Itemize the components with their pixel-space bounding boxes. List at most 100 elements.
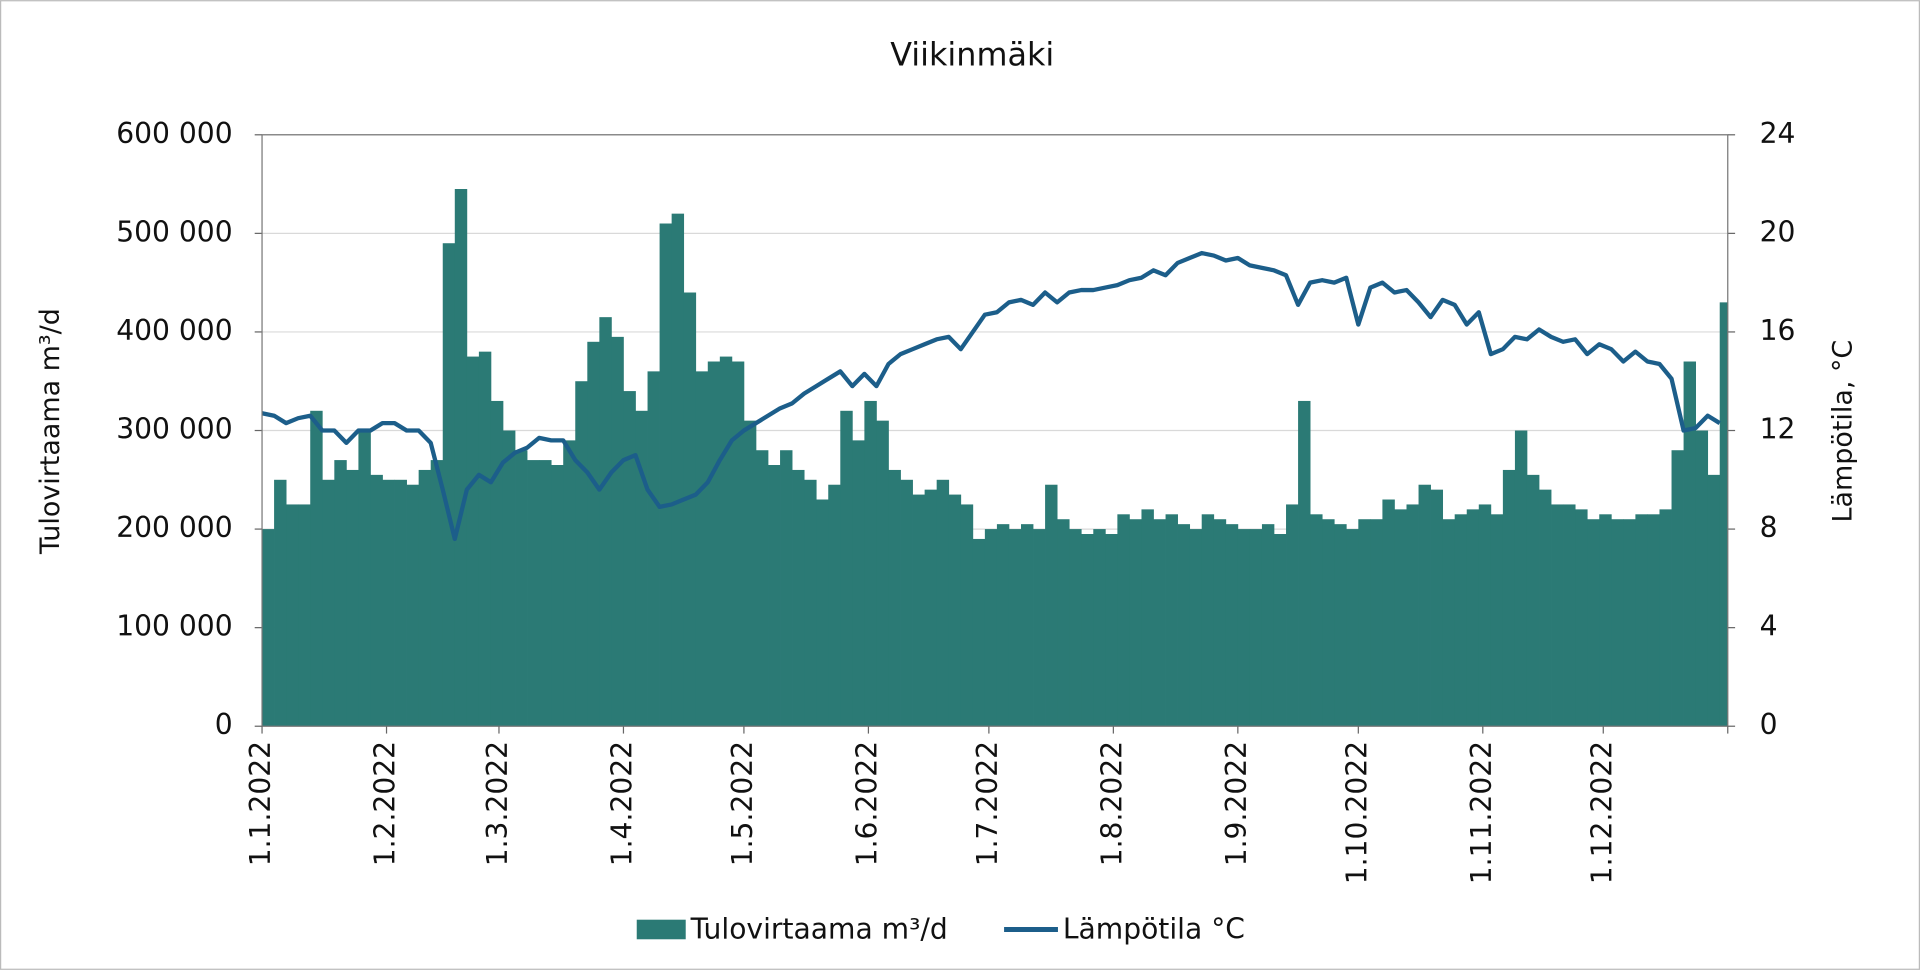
bar [719,356,733,727]
bar [1057,519,1070,727]
bar [900,479,913,727]
bar [358,430,371,727]
bar [924,489,938,727]
x-tick-label: 1.6.2022 [850,741,883,866]
x-tick-label: 1.9.2022 [1220,741,1253,866]
bar [876,420,889,727]
x-tick-label: 1.5.2022 [726,741,759,866]
bar [936,479,950,727]
bar [430,460,444,727]
y-tick-label: 0 [215,708,233,741]
bar [1225,524,1239,727]
bar [768,465,781,727]
bar [1346,529,1359,727]
legend-swatch [636,919,686,940]
bar [370,474,383,727]
y2-tick-label: 20 [1760,215,1796,248]
x-tick-label: 1.7.2022 [971,741,1004,866]
bar [960,504,974,727]
bar [1093,529,1106,727]
bar [454,189,468,727]
bar [466,356,480,727]
bar [792,469,805,727]
chart-title: Viikinmäki [890,35,1054,73]
bar [1551,504,1564,727]
bar [1141,509,1154,727]
y2-tick-label: 24 [1760,117,1796,150]
bar [707,361,721,727]
x-tick-label: 1.4.2022 [605,741,638,866]
bar [816,499,829,727]
y-tick-label: 200 000 [116,511,232,544]
bar [948,494,962,727]
bar [1165,514,1178,727]
bar [828,484,841,727]
bar [1454,514,1468,727]
bar [1153,519,1166,727]
bar [1418,484,1431,727]
bar [490,400,504,727]
bar [1370,519,1383,727]
bar [599,317,612,727]
line [261,250,1721,542]
x-tick-label: 1.8.2022 [1095,741,1128,866]
bar [1177,524,1191,727]
bar [852,440,865,727]
bar [1430,489,1444,727]
bar [539,460,552,727]
bar [286,504,299,727]
bar [695,371,709,727]
bar [984,529,998,727]
bar [1406,504,1419,727]
bar [1466,509,1480,727]
y-tick-label: 400 000 [116,314,232,347]
bar [551,465,564,727]
bar [1008,529,1022,727]
bar [1213,519,1227,727]
bar [346,469,359,727]
bar [1587,519,1600,727]
bar [671,213,685,727]
bar [731,361,745,727]
bar [1719,302,1729,727]
bar [1539,489,1552,727]
bar [1286,504,1299,727]
bar [262,529,275,727]
bar [587,341,600,727]
y2-tick-label: 8 [1760,511,1778,544]
bar [406,484,420,727]
bar [1659,509,1672,727]
bar [683,292,697,727]
bar [611,336,624,727]
bar [1237,529,1251,727]
bar [1647,514,1660,727]
bar [382,479,395,727]
legend-label: Tulovirtaama m³/d [690,913,948,946]
bar [623,391,636,727]
bar [1695,430,1709,727]
legend-label: Lämpötila °C [1063,913,1245,946]
bar [1081,534,1094,727]
bar [322,479,335,727]
bar [1599,514,1612,727]
bar [743,420,757,727]
bar [1502,469,1516,727]
bar [1261,524,1275,727]
plot-frame [261,134,1729,727]
bar [310,410,323,727]
y-tick-label: 600 000 [116,117,232,150]
bar [1358,519,1371,727]
bar [527,460,540,727]
bar [502,430,516,727]
bar [1273,534,1287,727]
bar [1671,450,1684,727]
bar [1635,514,1648,727]
bar [1069,529,1082,727]
bar [1382,499,1395,727]
bar [1442,519,1456,727]
bar [888,469,901,727]
bar [1020,524,1034,727]
y2-tick-label: 16 [1760,314,1796,347]
bar [442,243,456,727]
